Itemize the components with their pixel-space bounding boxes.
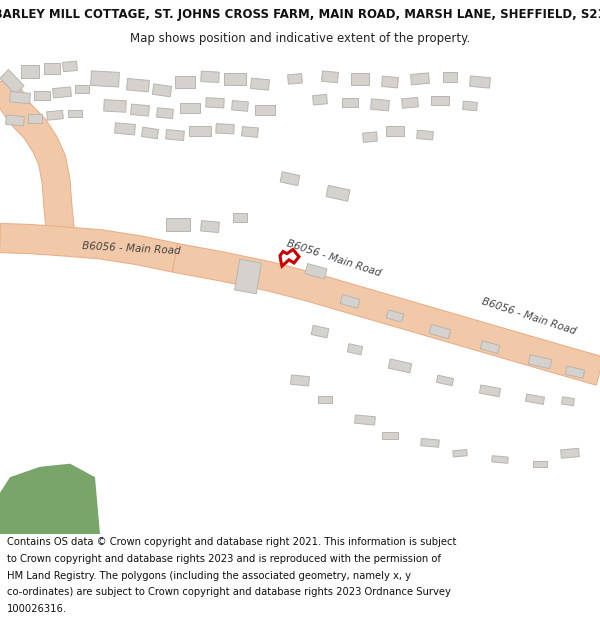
- Polygon shape: [127, 79, 149, 92]
- Polygon shape: [410, 73, 430, 85]
- Polygon shape: [75, 85, 89, 94]
- Polygon shape: [479, 385, 500, 397]
- Polygon shape: [492, 456, 508, 463]
- Polygon shape: [311, 325, 329, 338]
- Polygon shape: [401, 98, 418, 108]
- Polygon shape: [382, 76, 398, 88]
- Polygon shape: [436, 375, 454, 386]
- Text: B6056 - Main Road: B6056 - Main Road: [480, 297, 577, 337]
- Text: >>>BARLEY MILL COTTAGE, ST. JOHNS CROSS FARM, MAIN ROAD, MARSH LANE, SHEFFIELD, : >>>BARLEY MILL COTTAGE, ST. JOHNS CROSS …: [0, 8, 600, 21]
- Polygon shape: [340, 294, 360, 308]
- Polygon shape: [104, 99, 126, 112]
- Polygon shape: [318, 396, 332, 403]
- Polygon shape: [34, 91, 50, 100]
- Polygon shape: [206, 98, 224, 108]
- Polygon shape: [313, 94, 328, 105]
- Text: B6056 - Main Road: B6056 - Main Road: [285, 239, 382, 279]
- Polygon shape: [362, 132, 377, 142]
- Polygon shape: [0, 464, 100, 534]
- Polygon shape: [166, 218, 190, 231]
- Polygon shape: [0, 224, 178, 272]
- Text: to Crown copyright and database rights 2023 and is reproduced with the permissio: to Crown copyright and database rights 2…: [7, 554, 441, 564]
- Polygon shape: [562, 397, 574, 406]
- Polygon shape: [21, 66, 39, 78]
- Polygon shape: [115, 122, 136, 135]
- Polygon shape: [429, 324, 451, 339]
- Polygon shape: [386, 310, 404, 322]
- Polygon shape: [355, 415, 376, 425]
- Polygon shape: [416, 130, 433, 140]
- Polygon shape: [560, 448, 580, 458]
- Polygon shape: [443, 72, 457, 81]
- Polygon shape: [157, 108, 173, 119]
- Polygon shape: [235, 259, 262, 294]
- Text: 100026316.: 100026316.: [7, 604, 67, 614]
- Polygon shape: [342, 98, 358, 107]
- Polygon shape: [173, 243, 600, 385]
- Polygon shape: [224, 73, 246, 84]
- Polygon shape: [142, 127, 158, 139]
- Polygon shape: [305, 264, 327, 279]
- Polygon shape: [232, 101, 248, 111]
- Polygon shape: [463, 101, 478, 111]
- Polygon shape: [180, 103, 200, 113]
- Polygon shape: [382, 432, 398, 439]
- Polygon shape: [287, 74, 302, 84]
- Polygon shape: [290, 375, 310, 386]
- Polygon shape: [565, 366, 584, 378]
- Text: co-ordinates) are subject to Crown copyright and database rights 2023 Ordnance S: co-ordinates) are subject to Crown copyr…: [7, 588, 451, 598]
- Polygon shape: [189, 126, 211, 136]
- Polygon shape: [351, 73, 369, 84]
- Polygon shape: [28, 114, 42, 122]
- Polygon shape: [421, 438, 439, 448]
- Text: HM Land Registry. The polygons (including the associated geometry, namely x, y: HM Land Registry. The polygons (includin…: [7, 571, 411, 581]
- Polygon shape: [152, 84, 172, 97]
- Polygon shape: [216, 124, 234, 134]
- Polygon shape: [166, 129, 184, 141]
- Polygon shape: [242, 126, 259, 138]
- Polygon shape: [386, 126, 404, 136]
- Polygon shape: [280, 172, 300, 186]
- Polygon shape: [480, 341, 500, 354]
- Polygon shape: [529, 355, 551, 369]
- Polygon shape: [526, 394, 544, 404]
- Text: Contains OS data © Crown copyright and database right 2021. This information is : Contains OS data © Crown copyright and d…: [7, 537, 457, 547]
- Polygon shape: [200, 221, 220, 232]
- Polygon shape: [233, 213, 247, 222]
- Polygon shape: [431, 96, 449, 106]
- Text: Map shows position and indicative extent of the property.: Map shows position and indicative extent…: [130, 32, 470, 45]
- Polygon shape: [326, 186, 350, 201]
- Text: B6056 - Main Road: B6056 - Main Road: [82, 241, 181, 256]
- Polygon shape: [322, 71, 338, 82]
- Polygon shape: [388, 359, 412, 373]
- Polygon shape: [175, 76, 195, 88]
- Polygon shape: [53, 87, 71, 98]
- Polygon shape: [347, 344, 362, 355]
- Polygon shape: [0, 74, 74, 241]
- Polygon shape: [131, 104, 149, 116]
- Polygon shape: [453, 449, 467, 457]
- Polygon shape: [0, 69, 24, 94]
- Polygon shape: [371, 99, 389, 111]
- Polygon shape: [62, 61, 77, 72]
- Polygon shape: [5, 115, 25, 126]
- Polygon shape: [201, 71, 219, 82]
- Polygon shape: [255, 105, 275, 115]
- Polygon shape: [470, 76, 490, 88]
- Polygon shape: [44, 63, 60, 74]
- Polygon shape: [10, 91, 31, 104]
- Polygon shape: [47, 111, 64, 120]
- Polygon shape: [68, 109, 82, 117]
- Polygon shape: [91, 71, 119, 87]
- Polygon shape: [251, 78, 269, 90]
- Polygon shape: [533, 461, 547, 467]
